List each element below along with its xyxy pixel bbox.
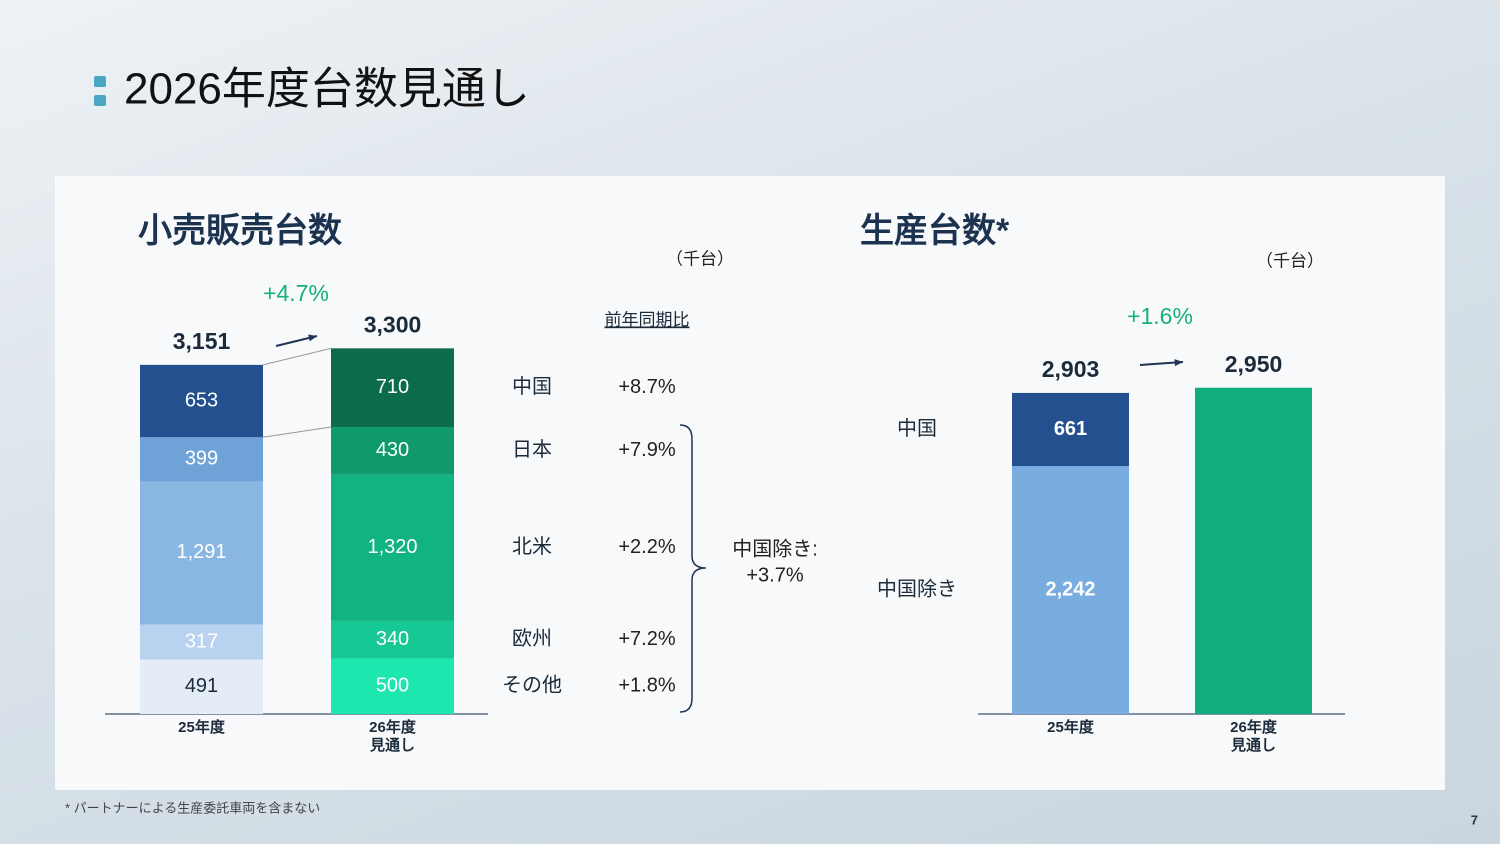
- bar-segment: [140, 437, 263, 482]
- total-label: 2,903: [1042, 356, 1100, 382]
- series-name: 中国: [512, 375, 552, 398]
- bar-segment: [140, 481, 263, 625]
- arrow-head: [1174, 359, 1183, 367]
- group-change: +3.7%: [746, 564, 803, 586]
- bar-segment: [140, 364, 263, 438]
- yoy-label: +7.9%: [618, 439, 675, 461]
- title-icon: [94, 95, 106, 106]
- title-icon: [94, 76, 106, 87]
- series-name: 中国除き: [877, 577, 957, 600]
- segment-label: 317: [185, 630, 218, 652]
- yoy-label: +7.2%: [618, 628, 675, 650]
- series-name: 日本: [512, 438, 552, 461]
- change-label: +1.6%: [1127, 303, 1193, 329]
- change-label: +4.7%: [263, 280, 329, 306]
- yoy-label: +1.8%: [618, 675, 675, 697]
- x-tick-label: 25年度: [178, 719, 225, 736]
- series-name: 北米: [512, 535, 552, 558]
- connector: [262, 347, 332, 366]
- segment-label: 340: [376, 628, 409, 650]
- segment-label: 500: [376, 675, 409, 697]
- bar-segment: [331, 427, 454, 475]
- segment-label: 2,242: [1045, 578, 1095, 600]
- x-tick-label: 25年度: [1047, 719, 1094, 736]
- segment-label: 399: [185, 448, 218, 470]
- segment-label: 661: [1054, 418, 1087, 440]
- series-name: 中国: [897, 417, 937, 440]
- bar-segment: [331, 348, 454, 428]
- bracket: [679, 424, 707, 713]
- unit-label: （千台）: [666, 249, 734, 268]
- yoy-label: +8.7%: [618, 376, 675, 398]
- total-label: 3,300: [364, 311, 422, 337]
- total-label: 3,151: [173, 328, 231, 354]
- segment-label: 710: [376, 376, 409, 398]
- slide-title: 2026年度台数見通し: [124, 65, 530, 114]
- segment-label: 1,291: [176, 541, 226, 563]
- total-bar: [1195, 387, 1312, 714]
- yoy-header: 前年同期比: [605, 310, 690, 329]
- segment-label: 430: [376, 439, 409, 461]
- bar-segment: [331, 620, 454, 659]
- bar-segment: [140, 624, 263, 660]
- yoy-label: +2.2%: [618, 536, 675, 558]
- chart-title: 小売販売台数: [138, 212, 342, 250]
- group-name: 中国除き:: [732, 537, 818, 560]
- x-tick-label: 26年度 見通し: [369, 719, 416, 754]
- bar-segment: [331, 658, 454, 714]
- arrow-head: [308, 334, 317, 342]
- series-name: その他: [502, 674, 562, 697]
- bar-segment: [1012, 466, 1129, 714]
- footnote: * パートナーによる生産委託車両を含まない: [65, 800, 320, 815]
- bar-segment: [1012, 392, 1129, 467]
- series-name: 欧州: [512, 627, 552, 650]
- segment-label: 653: [185, 389, 218, 411]
- bar-segment: [331, 474, 454, 621]
- total-label: 2,950: [1225, 351, 1283, 377]
- segment-label: 491: [185, 675, 218, 697]
- connector: [262, 426, 332, 438]
- bar-segment: [140, 659, 263, 714]
- page-number: 7: [1471, 812, 1478, 827]
- x-tick-label: 26年度 見通し: [1230, 719, 1277, 754]
- unit-label: （千台）: [1256, 251, 1324, 270]
- chart-title: 生産台数*: [860, 212, 1010, 250]
- segment-label: 1,320: [367, 536, 417, 558]
